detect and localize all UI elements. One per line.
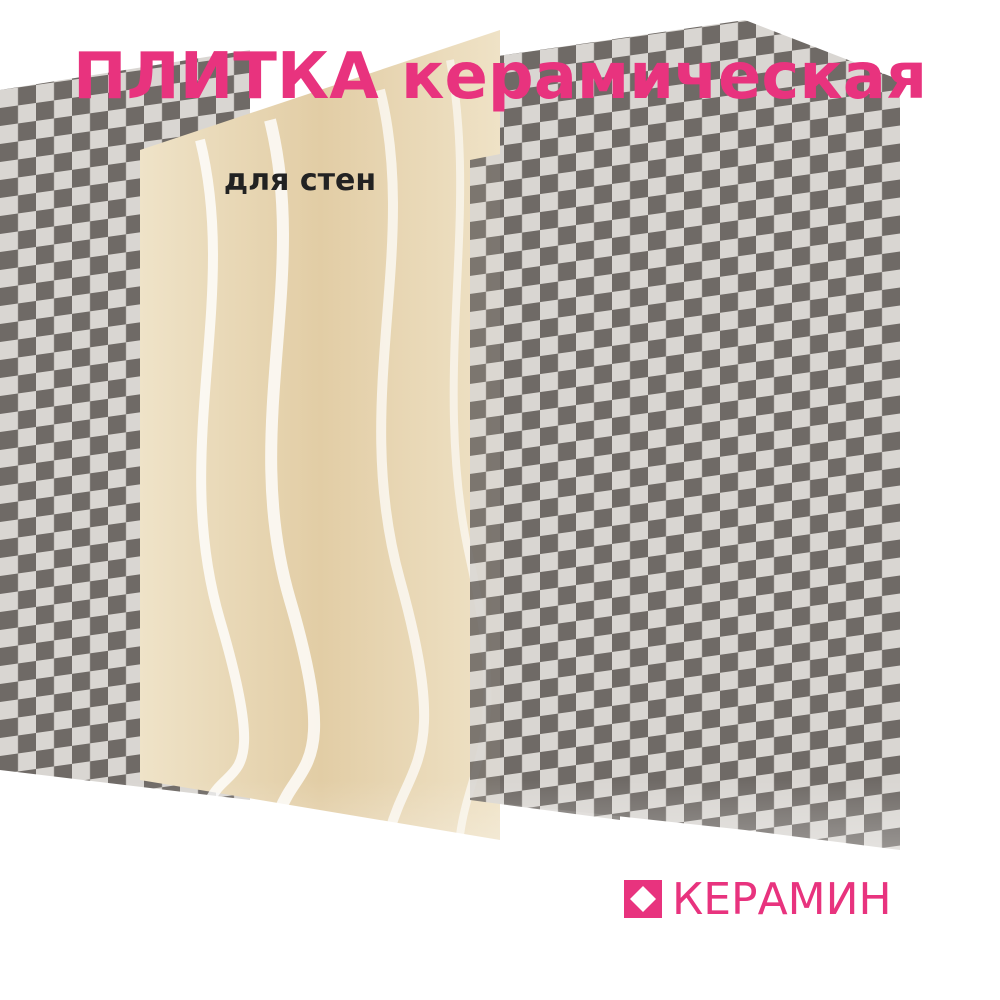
subtitle: для стен [224,163,376,198]
brand-name: КЕРАМИН [672,874,892,925]
brand-logo: КЕРАМИН [624,874,892,925]
tile-beige [140,30,500,840]
title: ПЛИТКА керамическая [73,40,927,114]
tile-checker-middle [470,130,620,820]
